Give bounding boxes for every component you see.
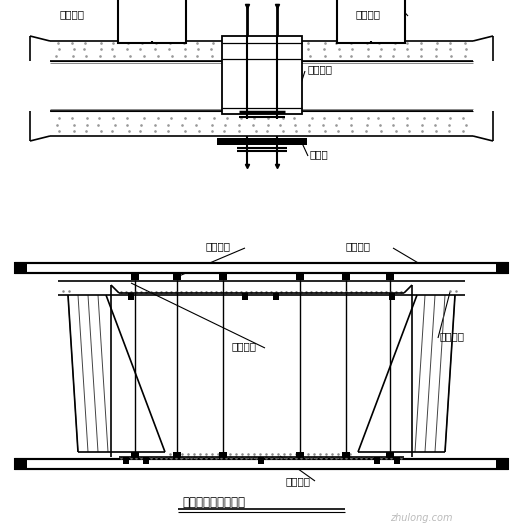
Bar [273,293,279,300]
Bar [222,36,302,114]
Bar [128,293,134,300]
Bar [337,0,405,43]
Bar [394,457,400,464]
Bar [15,263,27,273]
Bar [131,452,139,459]
Bar [258,457,264,464]
Text: zhulong.com: zhulong.com [390,513,452,523]
Bar [386,452,394,459]
Bar [386,273,394,280]
Bar [173,273,181,280]
Bar [374,457,380,464]
Bar [222,36,302,114]
Bar [342,452,350,459]
Bar [131,273,139,280]
Bar [296,452,304,459]
Bar [15,459,508,469]
Bar [217,138,307,145]
Text: 承重梁: 承重梁 [310,149,329,159]
Bar [15,263,508,273]
Text: 中跨合拢吊架示意图: 中跨合拢吊架示意图 [182,496,245,510]
Text: 配重水箱: 配重水箱 [60,9,85,19]
Bar [496,263,508,273]
Bar [143,457,149,464]
Bar [118,0,186,43]
Bar [219,273,227,280]
Text: 底模系统: 底模系统 [285,476,310,486]
Bar [496,459,508,469]
Bar [173,452,181,459]
Bar [123,457,129,464]
Bar [15,459,27,469]
Bar [342,273,350,280]
Bar [296,273,304,280]
Text: 承重横梁: 承重横梁 [345,241,370,251]
Text: 悬吊系统: 悬吊系统 [205,241,230,251]
Text: 外模系统: 外模系统 [440,331,465,341]
Text: 内模系统: 内模系统 [232,341,257,351]
Bar [242,293,248,300]
Text: 配重水箱: 配重水箱 [355,9,380,19]
Text: 劲性骨架: 劲性骨架 [307,64,332,74]
Bar [389,293,395,300]
Bar [219,452,227,459]
